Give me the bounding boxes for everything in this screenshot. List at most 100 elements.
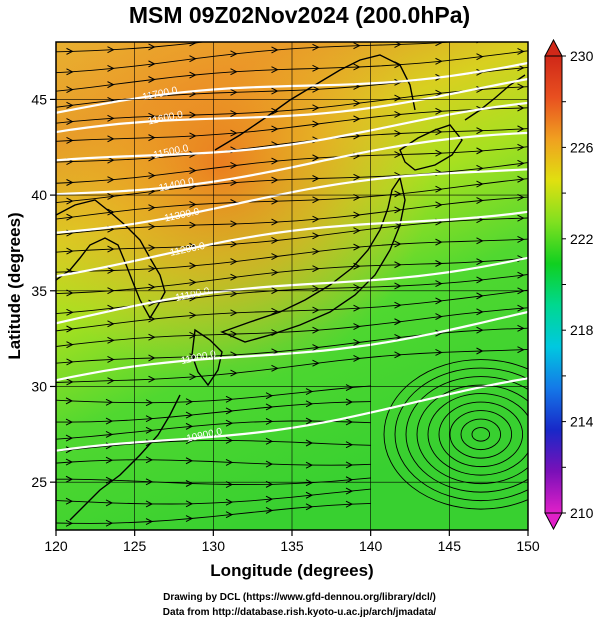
wind-arrow: [435, 128, 443, 136]
wind-arrow: [189, 311, 197, 319]
wind-arrow: [345, 500, 354, 508]
wind-arrow: [517, 83, 525, 91]
wind-arrow: [145, 415, 154, 423]
wind-arrow: [518, 33, 524, 39]
wind-arrow: [66, 341, 74, 349]
wind-arrow: [435, 297, 443, 305]
wind-arrow: [305, 503, 314, 511]
coastline-ryukyu: [69, 394, 181, 521]
wind-arrow: [65, 519, 74, 527]
wind-arrow: [305, 479, 314, 487]
wind-arrow: [66, 247, 74, 255]
cyclone-streamline: [438, 401, 524, 468]
cyclone-streamline: [394, 367, 528, 502]
streamline: [56, 349, 528, 383]
wind-arrow: [517, 304, 525, 312]
wind-arrow: [517, 235, 525, 243]
wind-arrow: [271, 87, 279, 95]
wind-arrow: [185, 422, 194, 430]
wind-arrow: [353, 211, 361, 219]
wind-arrow: [148, 76, 156, 83]
wind-arrow: [345, 461, 354, 469]
wind-arrow: [265, 403, 274, 411]
wind-arrow: [107, 320, 115, 328]
wind-arrow: [107, 135, 115, 143]
wind-arrow: [66, 118, 74, 126]
streamline: [56, 217, 528, 253]
wind-arrow: [66, 137, 74, 144]
wind-arrow: [271, 197, 279, 205]
cyclone-streamline: [405, 376, 528, 493]
wind-arrow: [185, 398, 194, 406]
wind-arrow: [476, 308, 484, 316]
x-tick-label: 125: [123, 538, 147, 554]
wind-arrow: [225, 511, 234, 519]
wind-arrow: [185, 500, 194, 508]
wind-arrow: [435, 280, 443, 288]
wind-arrow: [148, 204, 156, 212]
wind-arrow: [305, 439, 314, 447]
wind-arrow: [230, 68, 238, 76]
wind-arrow: [345, 384, 354, 392]
wind-arrow: [353, 339, 361, 346]
plot-area: 11700.011600.011500.011400.011300.011200…: [55, 33, 529, 531]
wind-arrow: [105, 431, 114, 438]
wind-arrow: [476, 276, 484, 284]
x-tick-label: 130: [202, 538, 226, 554]
cyclone-streamline: [383, 359, 528, 510]
colorbar-ticks: 210 214 218 222 226 230: [562, 48, 594, 521]
wind-arrow: [271, 125, 279, 133]
wind-arrow: [189, 262, 197, 270]
wind-arrow: [230, 258, 238, 265]
wind-arrow: [148, 112, 156, 120]
wind-arrow: [517, 159, 525, 167]
wind-arrow: [185, 480, 194, 487]
wind-arrow: [271, 176, 279, 184]
y-tick-label: 45: [31, 91, 47, 107]
wind-arrow: [517, 64, 525, 72]
wind-arrow: [312, 64, 320, 72]
wind-arrow: [230, 179, 238, 187]
streamline: [56, 146, 528, 184]
wind-arrow: [312, 175, 320, 182]
wind-arrow: [476, 237, 484, 245]
wind-arrow: [148, 134, 156, 142]
streamline: [56, 162, 528, 203]
x-tick-label: 145: [438, 538, 462, 554]
wind-arrow: [353, 115, 361, 123]
wind-arrow: [394, 240, 402, 248]
wind-arrow: [66, 325, 74, 333]
x-tick-label: 135: [280, 538, 304, 554]
y-axis: 25 30 35 40 45: [31, 91, 56, 490]
streamline: [56, 238, 528, 273]
wind-arrow: [145, 456, 154, 464]
wind-arrow: [517, 271, 525, 279]
wind-arrow: [517, 125, 525, 133]
wind-arrow: [230, 220, 238, 228]
coastline-honshu: [220, 176, 406, 343]
wind-arrow: [394, 318, 402, 326]
wind-arrow: [148, 265, 156, 273]
wind-arrow: [345, 476, 354, 484]
streamline: [56, 459, 372, 466]
wind-arrow: [105, 519, 114, 527]
wind-arrow: [230, 369, 238, 377]
wind-arrow: [107, 245, 115, 253]
cyclone-streamline: [471, 427, 491, 442]
wind-arrow: [394, 206, 402, 214]
wind-arrow: [189, 278, 197, 286]
wind-arrow: [66, 378, 74, 386]
wind-arrow: [394, 94, 402, 102]
wind-arrow: [66, 47, 74, 55]
wind-arrow: [271, 268, 279, 276]
wind-arrow: [66, 197, 74, 205]
wind-arrow: [353, 63, 361, 71]
wind-arrow: [517, 214, 525, 222]
y-tick-label: 30: [31, 378, 47, 394]
wind-arrow: [189, 373, 197, 381]
colorbar-tick-label: 210: [570, 505, 594, 521]
wind-arrow: [107, 114, 115, 122]
wind-arrow: [435, 201, 443, 209]
wind-arrow: [353, 323, 361, 330]
streamline: [56, 502, 372, 524]
